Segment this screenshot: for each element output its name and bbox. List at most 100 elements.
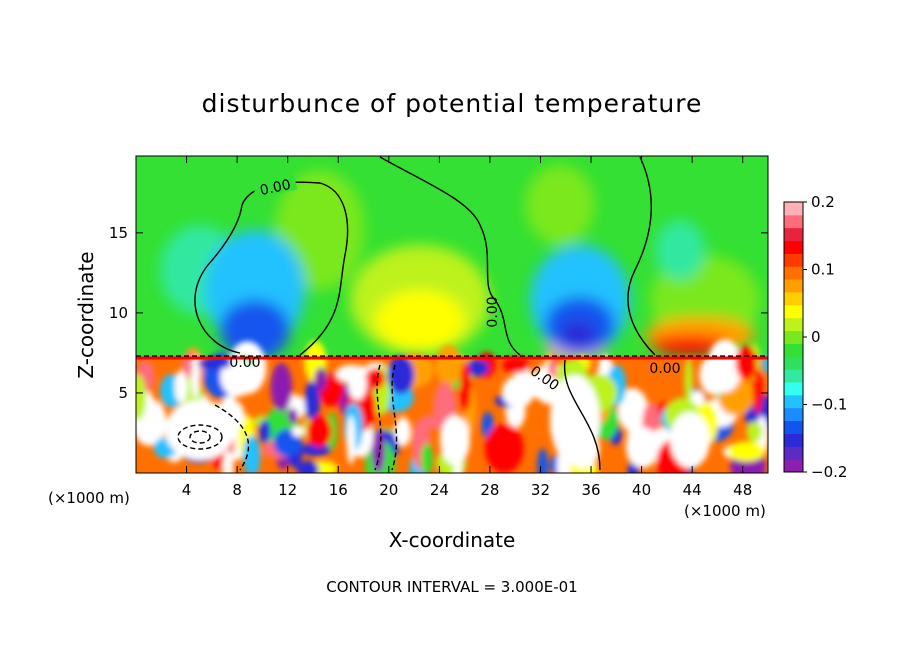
turbulence-blob (394, 416, 411, 447)
colorbar-swatch (784, 227, 803, 242)
turbulence-blob (466, 359, 489, 377)
colorbar-swatch (784, 369, 803, 383)
x-tick-label: 20 (379, 481, 398, 499)
colorbar-ticks: 0.2 0.1 0 −0.1 −0.2 (803, 193, 847, 481)
turbulence-blob (371, 428, 386, 473)
turbulence-blob (191, 355, 200, 399)
turbulence-blob (348, 367, 367, 401)
turbulence-blob (746, 421, 763, 443)
colorbar-tick-label: 0 (811, 328, 821, 346)
colorbar-tick-label: 0.1 (811, 261, 835, 279)
y-axis-ticks: 5 10 15 (109, 224, 768, 402)
turbulence-blob (222, 447, 234, 473)
x-tick-label: 8 (232, 481, 242, 499)
turbulence-blob (304, 379, 321, 422)
contour-zero (379, 156, 521, 356)
colorbar-swatch (784, 317, 803, 332)
turbulence-blob (735, 345, 757, 380)
turbulence-blob (306, 415, 332, 448)
contour-zero (563, 359, 601, 471)
x-tick-label: 16 (329, 481, 348, 499)
turbulence-blob (550, 375, 600, 465)
colorbar-swatch (784, 266, 803, 280)
colorbar-swatch (784, 304, 803, 319)
turbulence-blob (314, 367, 327, 392)
turbulence-blob (220, 357, 255, 397)
x-tick-label: 32 (531, 481, 550, 499)
turbulence-blob (258, 419, 271, 444)
turbulence-blob (501, 357, 530, 374)
x-tick-label: 44 (683, 481, 702, 499)
colorbar-swatch (784, 292, 803, 306)
y-tick-label: 10 (109, 304, 128, 322)
contour-label: 0.00 (259, 177, 293, 199)
colorbar-swatch (784, 433, 803, 447)
turbulence-blob (346, 415, 356, 465)
turbulence-blob (365, 368, 385, 390)
upper-anomalies (160, 165, 760, 360)
contour-negative (214, 404, 250, 471)
turbulence-blob (143, 400, 166, 435)
turbulence-blob (387, 355, 415, 394)
colorbar-swatch (784, 407, 803, 422)
turbulence-blob (273, 429, 302, 457)
turbulence-blob (670, 412, 710, 468)
turbulence-blob (136, 374, 147, 421)
colorbar-tick-label: −0.1 (811, 396, 847, 414)
anomaly-blob (525, 165, 595, 245)
turbulence-blob (617, 388, 649, 432)
contour-zero (627, 156, 656, 356)
x-unit-right: (×1000 m) (684, 502, 766, 520)
turbulence-blob (270, 362, 293, 412)
anomaly-blob (375, 290, 465, 350)
x-tick-label: 40 (632, 481, 651, 499)
contour-negative (189, 430, 211, 444)
plot-field: 0.00 0.00 0.00 0.00 0.00 (136, 156, 768, 473)
colorbar (784, 202, 803, 473)
turbulence-blob (287, 408, 298, 424)
contour-interval-note: CONTOUR INTERVAL = 3.000E-01 (326, 578, 577, 596)
anomaly-blob (560, 321, 596, 349)
contour-negative (391, 364, 398, 471)
x-tick-label: 4 (182, 481, 192, 499)
y-tick-label: 15 (109, 224, 128, 242)
colorbar-swatch (784, 382, 803, 396)
turbulence-blob (699, 355, 731, 395)
x-tick-label: 24 (430, 481, 449, 499)
colorbar-swatch (784, 240, 803, 254)
colorbar-swatch (784, 279, 803, 293)
contour-negative (177, 424, 223, 450)
x-tick-label: 28 (480, 481, 499, 499)
x-unit-left: (×1000 m) (48, 489, 130, 507)
x-tick-label: 48 (733, 481, 752, 499)
chart-title: disturbunce of potential temperature (202, 89, 703, 118)
turbulence-blob (174, 370, 188, 404)
anomaly-blob (655, 220, 705, 280)
colorbar-swatch (784, 202, 803, 216)
colorbar-swatch (784, 459, 803, 473)
contour-label: 0.00 (229, 355, 260, 371)
turbulence-blob (537, 448, 549, 473)
colorbar-swatch (784, 446, 803, 460)
turbulent-blobs (136, 339, 768, 473)
turbulence-blob (752, 369, 763, 414)
turbulence-blob (625, 427, 660, 468)
turbulence-blob (296, 460, 319, 473)
colorbar-swatch (784, 343, 803, 357)
x-tick-label: 12 (278, 481, 297, 499)
colorbar-swatch (784, 356, 803, 370)
contour-label-bg (252, 173, 298, 199)
y-tick-label: 5 (118, 384, 128, 402)
colorbar-swatch (784, 330, 803, 344)
x-axis-label: X-coordinate (389, 528, 516, 552)
turbulence-blob (421, 443, 433, 473)
colorbar-swatch (784, 420, 803, 434)
colorbar-tick-label: 0.2 (811, 193, 835, 211)
turbulence-blob (440, 415, 470, 465)
x-tick-label: 36 (581, 481, 600, 499)
turbulence-blob (165, 400, 235, 460)
turbulence-blob (243, 435, 261, 473)
turbulence-blob (291, 425, 305, 437)
contour-label: 0.00 (485, 296, 501, 327)
